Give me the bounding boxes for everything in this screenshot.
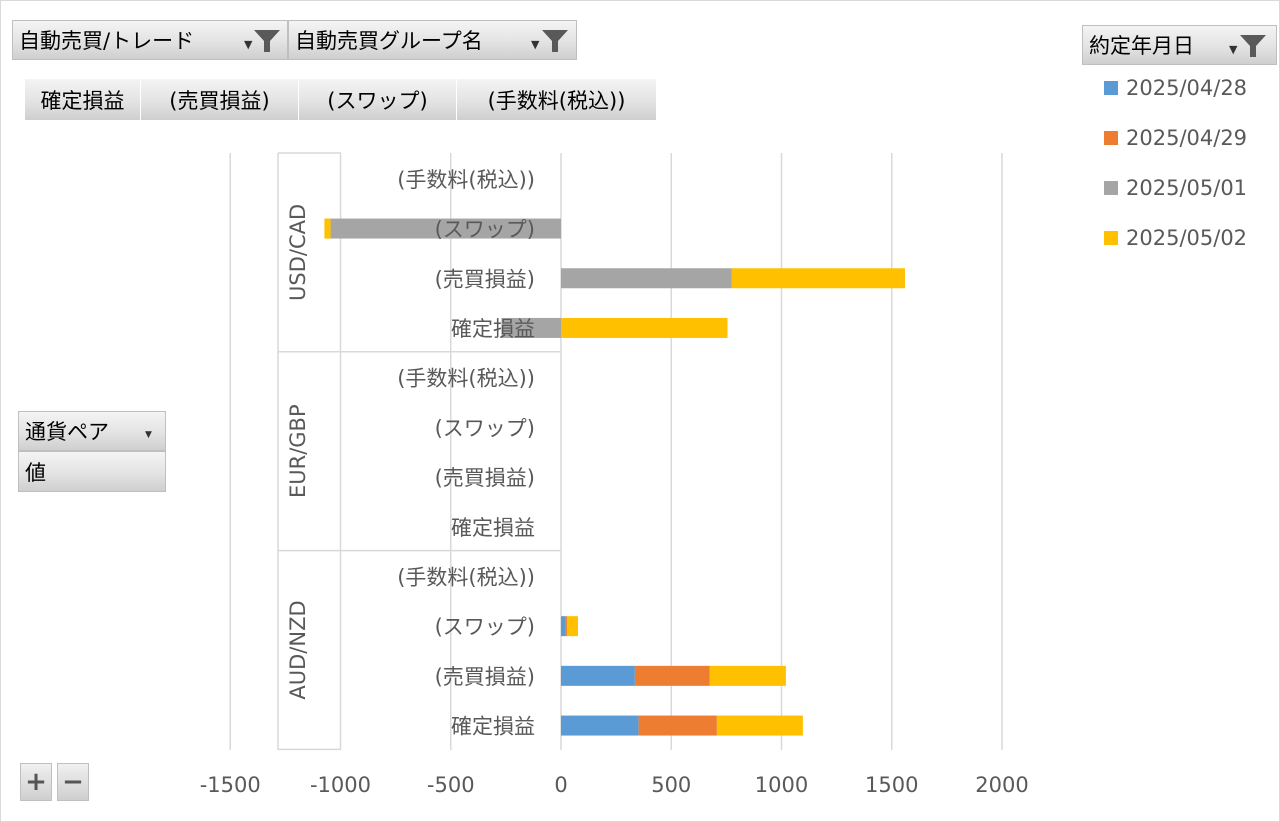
value-field-baibai[interactable]: (売買損益) (141, 79, 299, 120)
filter-icon (1240, 35, 1266, 57)
row-label: (手数料(税込)) (397, 168, 535, 192)
row-label: (スワップ) (435, 218, 535, 242)
value-field-kakutei[interactable]: 確定損益 (25, 79, 141, 120)
row-label: 確定損益 (451, 516, 535, 540)
x-tick-labels: -1500 -1000 -500 0 500 1000 1500 2000 (200, 773, 1029, 797)
group-filter-button[interactable]: 自動売買グループ名 ▼ (288, 20, 577, 60)
zoom-out-button[interactable]: − (57, 763, 89, 801)
row-label: (スワップ) (435, 615, 535, 639)
bar (561, 268, 732, 289)
row-labels: (手数料(税込)) (スワップ) (売買損益) 確定損益 (手数料(税込)) (スワップ)… (397, 168, 535, 739)
bar (330, 218, 561, 239)
row-label: (手数料(税込)) (397, 367, 535, 391)
x-tick-label: 1500 (865, 773, 918, 797)
legend-item: 2025/05/01 (1104, 176, 1247, 200)
legend-item: 2025/04/28 (1104, 76, 1247, 100)
bar (566, 616, 578, 637)
zoom-in-button[interactable]: + (20, 763, 52, 801)
row-label: (売買損益) (435, 267, 535, 291)
group-label: AUD/NZD (286, 600, 310, 699)
dropdown-arrow-icon: ▼ (1229, 43, 1238, 56)
bar (561, 665, 635, 686)
row-label: (売買損益) (435, 466, 535, 490)
x-tick-label: -1000 (310, 773, 371, 797)
row-label: (手数料(税込)) (397, 565, 535, 589)
x-tick-label: 2000 (975, 773, 1028, 797)
row-label: (売買損益) (435, 665, 535, 689)
legend-label: 2025/04/29 (1126, 126, 1248, 150)
bar (731, 268, 905, 289)
x-tick-label: 0 (554, 773, 567, 797)
currency-pair-label: 通貨ペア (25, 420, 109, 444)
value-field-fee[interactable]: (手数料(税込)) (457, 79, 657, 120)
bars (324, 218, 905, 736)
group-filter-label: 自動売買グループ名 (295, 29, 483, 53)
legend-item: 2025/05/02 (1104, 226, 1247, 250)
trade-filter-button[interactable]: 自動売買/トレード ▼ (12, 20, 288, 60)
bar (324, 218, 331, 239)
bar (634, 665, 710, 686)
value-field-swap[interactable]: (スワップ) (299, 79, 457, 120)
bar (565, 616, 567, 637)
group-separators (277, 152, 561, 751)
bar (638, 715, 717, 736)
bar (501, 317, 561, 338)
x-tick-label: -500 (427, 773, 475, 797)
legend-swatch (1104, 231, 1118, 245)
group-label: USD/CAD (286, 204, 310, 301)
bar (561, 715, 639, 736)
filter-icon (542, 30, 568, 52)
dropdown-arrow-icon: ▼ (531, 38, 540, 51)
value-label: 値 (25, 460, 46, 485)
dropdown-arrow-icon: ▼ (145, 430, 152, 440)
legend-label: 2025/04/28 (1126, 76, 1248, 100)
legend-label: 2025/05/01 (1126, 176, 1248, 200)
trade-filter-label: 自動売買/トレード (19, 29, 195, 53)
bar (716, 715, 803, 736)
x-tick-label: 1000 (755, 773, 808, 797)
dropdown-arrow-icon: ▼ (244, 38, 253, 51)
gridlines (229, 153, 1003, 750)
legend-swatch (1104, 81, 1118, 95)
legend-swatch (1104, 131, 1118, 145)
value-field-button[interactable]: 値 (18, 451, 166, 492)
legend-item: 2025/04/29 (1104, 126, 1247, 150)
row-label: 確定損益 (451, 317, 535, 341)
currency-pair-field-button[interactable]: 通貨ペア ▼ (18, 411, 166, 451)
group-label: EUR/GBP (286, 404, 310, 498)
x-tick-label: 500 (651, 773, 691, 797)
date-filter-button[interactable]: 約定年月日 ▼ (1082, 25, 1277, 65)
bar (561, 616, 566, 637)
legend-label: 2025/05/02 (1126, 226, 1248, 250)
row-label: 確定損益 (451, 715, 535, 739)
date-filter-label: 約定年月日 (1089, 34, 1194, 58)
bar (709, 665, 786, 686)
row-label: (スワップ) (435, 416, 535, 440)
group-labels: USD/CAD EUR/GBP AUD/NZD (286, 204, 310, 700)
x-tick-label: -1500 (200, 773, 261, 797)
bar (561, 317, 728, 338)
legend-swatch (1104, 181, 1118, 195)
filter-icon (254, 30, 280, 52)
